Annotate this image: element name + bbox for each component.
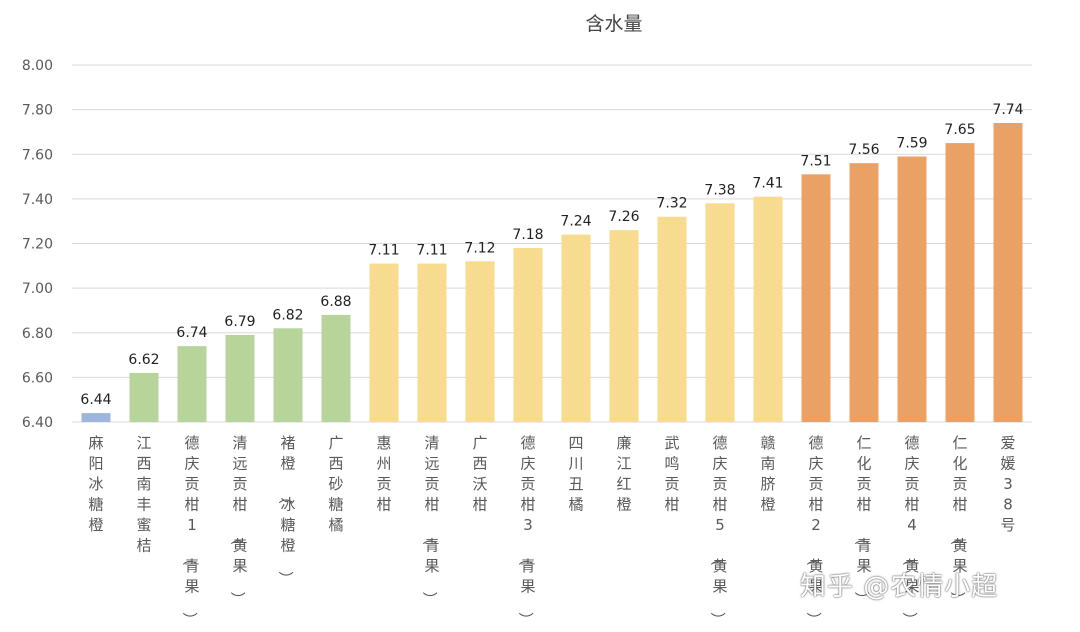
y-tick-label: 7.00 [22,281,53,297]
watermark: 知乎 @农情小超 [800,572,999,602]
x-tick-label: 仁化贡柑（黄果） [948,434,967,607]
bar [657,216,687,422]
x-tick-label: 广西沃柑 [472,434,487,514]
bar [801,174,831,422]
x-tick-label: 褚橙（冰糖橙） [276,434,295,586]
bar [321,314,351,422]
data-label: 7.59 [896,135,927,151]
bar [225,334,255,422]
bar [945,143,975,422]
x-tick-label: 廉江红橙 [616,434,631,514]
x-tick-label: 德庆贡柑 5 （黄果） [708,434,727,627]
data-label: 7.18 [512,227,543,243]
data-label: 6.74 [176,325,207,341]
bar [81,413,111,422]
bar [561,234,591,422]
bar [513,247,543,422]
bar [465,261,495,422]
x-tick-label: 德庆贡柑 4 （黄果） [900,434,919,627]
y-axis: 6.40 6.60 6.80 7.00 7.20 7.40 7.60 7.80 8.00 [22,58,53,431]
y-tick-label: 7.40 [22,192,53,208]
data-label: 7.12 [464,240,495,256]
data-label: 6.62 [128,352,159,368]
bar [993,123,1023,422]
x-tick-label: 清远贡柑（青果） [420,434,439,607]
data-label: 6.82 [272,307,303,323]
data-label: 6.44 [80,392,111,408]
data-label: 7.74 [992,102,1023,118]
data-labels: 6.44 6.62 6.74 6.79 6.82 6.88 7.11 7.11 7.12 7.18… [80,102,1023,408]
y-tick-label: 7.60 [22,147,53,163]
x-axis: 麻阳冰糖橙 江西南丰蜜桔 德庆贡柑 1 （青果） 清远贡柑（黄果） 褚橙（冰糖橙） 广西砂糖橘… [88,434,1015,627]
y-tick-label: 7.80 [22,103,53,119]
bar [609,230,639,422]
data-label: 7.32 [656,196,687,212]
x-tick-label: 四川丑橘 [568,434,583,514]
bars [81,123,1023,423]
data-label: 7.24 [560,214,591,230]
x-tick-label: 江西南丰蜜桔 [136,434,151,555]
bar [273,328,303,422]
data-label: 6.79 [224,314,255,330]
data-label: 7.56 [848,142,879,158]
x-tick-label: 仁化贡柑（青果） [852,434,871,607]
bar [129,372,159,422]
bar [417,263,447,422]
bar [897,156,927,422]
x-tick-label: 德庆贡柑 1 （青果） [180,434,199,627]
y-tick-label: 6.60 [22,370,53,386]
bar [177,346,207,422]
x-tick-label: 武鸣贡柑 [664,434,679,514]
data-label: 7.41 [752,176,783,192]
data-label: 7.38 [704,182,735,198]
data-label: 6.88 [320,294,351,310]
x-tick-label: 德庆贡柑 3 （青果） [516,434,535,627]
bar [705,203,735,422]
x-tick-label: 赣南脐橙 [760,434,775,514]
x-tick-label: 惠州贡柑 [376,434,391,514]
y-tick-label: 7.20 [22,237,53,253]
data-label: 7.11 [368,243,399,259]
gridlines [72,64,1032,423]
x-tick-label: 爱媛 3 8 号 [1000,434,1015,534]
bar [849,163,879,423]
data-label: 7.65 [944,122,975,138]
chart-title: 含水量 [585,13,642,35]
y-tick-label: 6.80 [22,326,53,342]
data-label: 7.11 [416,243,447,259]
y-tick-label: 6.40 [22,415,53,431]
bar [369,263,399,422]
bar [753,196,783,422]
x-tick-label: 麻阳冰糖橙 [88,434,103,534]
x-tick-label: 德庆贡柑 2 （黄果） [804,434,823,627]
data-label: 7.51 [800,153,831,169]
x-tick-label: 清远贡柑（黄果） [228,434,247,607]
data-label: 7.26 [608,209,639,225]
x-tick-label: 广西砂糖橘 [328,434,343,534]
y-tick-label: 8.00 [22,58,53,74]
